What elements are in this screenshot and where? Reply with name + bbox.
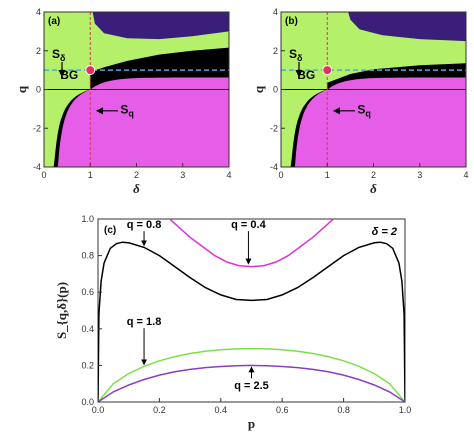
panel-c-curves: [98, 219, 405, 402]
panel-a-label: (a): [48, 16, 60, 27]
x-tick-label: 0: [41, 170, 46, 180]
x-tick-label: 0.4: [215, 405, 228, 415]
x-tick-label: 1.0: [399, 405, 412, 415]
panel-a-s-q-label: Sq: [120, 103, 134, 119]
curve-label-2: q = 1.8: [127, 316, 162, 328]
series-line-1: [168, 219, 335, 268]
panel-a-purple-region: [92, 12, 229, 40]
panel-a-bg-point: [85, 65, 96, 76]
panel-c-x-axis-label: p: [248, 416, 255, 431]
x-tick-label: 0.0: [92, 405, 105, 415]
y-tick-label: 1.0: [81, 214, 94, 224]
panel-a: (a) Sδ BG Sq 0 1 2 3 4 -4 -2 0 2 4 δ q: [14, 7, 232, 196]
x-tick-label: 2: [134, 170, 139, 180]
panel-c-parameter-label: δ = 2: [372, 226, 397, 238]
y-tick-label: 0.6: [81, 287, 94, 297]
x-tick-label: 2: [371, 170, 376, 180]
panel-b-s-delta-label: Sδ: [289, 47, 303, 63]
panel-b-magenta-region: [290, 77, 466, 167]
series-line-2: [98, 347, 405, 402]
panel-c-ticks: 0.0 0.2 0.4 0.6 0.8 1.0 0.0 0.2 0.4 0.6 0.8 1.0: [81, 214, 411, 415]
panel-a-x-axis-label: δ: [133, 181, 140, 196]
y-tick-label: 0: [273, 85, 278, 95]
panel-c-curve-labels: q = 0.8 q = 0.4 q = 1.8 q = 2.5: [127, 219, 269, 392]
panel-b: (b) Sδ BG Sq 0 1 2 3 4 -4 -2 0 2 4 δ q: [251, 7, 469, 196]
panel-a-ticks: 0 1 2 3 4 -4 -2 0 2 4: [33, 7, 232, 180]
panel-b-bg-point: [322, 65, 333, 76]
x-tick-label: 0: [278, 170, 283, 180]
x-tick-label: 0.8: [337, 405, 350, 415]
x-tick-label: 0.2: [153, 405, 166, 415]
y-tick-label: 0.8: [81, 251, 94, 261]
y-tick-label: -2: [270, 123, 278, 133]
x-tick-label: 3: [180, 170, 185, 180]
panel-c-y-axis-label: S_{q,δ}(p): [54, 282, 69, 339]
y-tick-label: 0.4: [81, 324, 94, 334]
svg-text:Sδ: Sδ: [52, 47, 66, 63]
panel-a-bg-label: BG: [60, 68, 78, 82]
panel-a-magenta-region: [53, 77, 229, 167]
x-tick-label: 1: [325, 170, 330, 180]
series-line-0: [98, 241, 405, 402]
y-tick-label: 2: [273, 46, 278, 56]
panel-b-label: (b): [285, 16, 298, 27]
curve-label-0: q = 0.8: [127, 219, 162, 231]
y-tick-label: -4: [33, 162, 41, 172]
panel-a-s-delta-label: Sδ: [52, 47, 66, 63]
y-tick-label: 0.2: [81, 360, 94, 370]
panel-b-bg-label: BG: [297, 68, 315, 82]
panel-b-ticks: 0 1 2 3 4 -4 -2 0 2 4: [270, 7, 469, 180]
y-tick-label: 0.0: [81, 397, 94, 407]
panel-b-x-axis-label: δ: [370, 181, 377, 196]
y-tick-label: -4: [270, 162, 278, 172]
curve-label-3: q = 2.5: [234, 380, 269, 392]
x-tick-label: 0.6: [276, 405, 289, 415]
y-tick-label: 0: [36, 85, 41, 95]
panel-c: 0.0 0.2 0.4 0.6 0.8 1.0 0.0 0.2 0.4 0.6 0.8 1.0 q =…: [54, 214, 411, 431]
panel-b-y-axis-label: q: [251, 85, 266, 93]
x-tick-label: 1: [88, 170, 93, 180]
y-tick-label: 4: [36, 7, 41, 17]
panel-b-s-q-label: Sq: [357, 103, 371, 119]
y-tick-label: 4: [273, 7, 278, 17]
y-tick-label: -2: [33, 123, 41, 133]
curve-label-1: q = 0.4: [231, 219, 266, 231]
panel-b-purple-region: [348, 12, 466, 42]
panel-c-label: (c): [104, 225, 116, 236]
series-line-3: [98, 364, 405, 402]
panel-c-frame: [97, 218, 406, 403]
x-tick-label: 4: [463, 170, 468, 180]
y-tick-label: 2: [36, 46, 41, 56]
panel-a-y-axis-label: q: [14, 85, 29, 93]
x-tick-label: 4: [226, 170, 231, 180]
x-tick-label: 3: [417, 170, 422, 180]
